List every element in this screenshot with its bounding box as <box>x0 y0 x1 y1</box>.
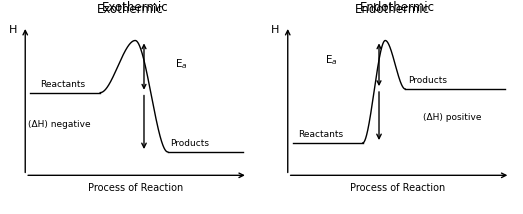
Text: Products: Products <box>408 76 447 85</box>
Title: Exothermic: Exothermic <box>97 3 164 16</box>
Text: Endothermic: Endothermic <box>360 0 435 13</box>
Text: E$_a$: E$_a$ <box>175 57 188 71</box>
Text: E$_a$: E$_a$ <box>325 53 338 67</box>
Text: Products: Products <box>170 139 209 148</box>
Text: Reactants: Reactants <box>40 80 85 89</box>
Text: Process of Reaction: Process of Reaction <box>88 183 183 193</box>
Text: H: H <box>8 25 17 35</box>
Text: (ΔH) negative: (ΔH) negative <box>28 120 90 129</box>
Text: Process of Reaction: Process of Reaction <box>350 183 446 193</box>
Text: H: H <box>271 25 279 35</box>
Text: Reactants: Reactants <box>298 130 343 139</box>
Text: (ΔH) positive: (ΔH) positive <box>423 113 481 122</box>
Title: Endothermic: Endothermic <box>355 3 430 16</box>
Text: Exothermic: Exothermic <box>102 0 168 13</box>
